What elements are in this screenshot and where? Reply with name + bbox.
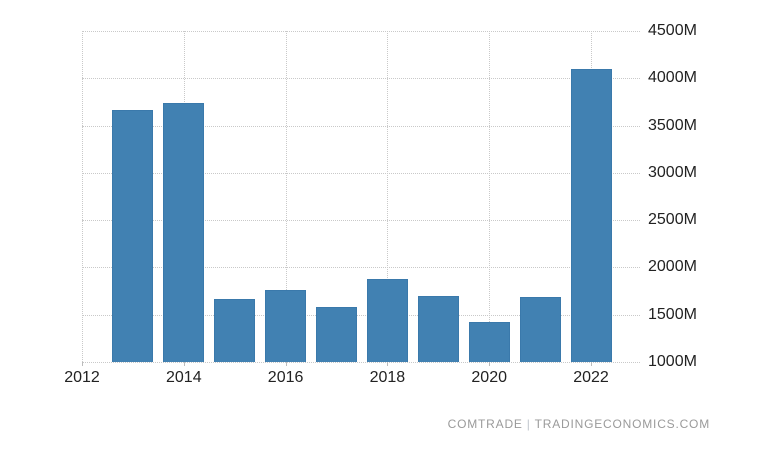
gridline-horizontal <box>82 31 640 32</box>
y-axis-tick-label: 1500M <box>648 305 697 323</box>
x-axis-tick <box>591 362 592 366</box>
x-axis-tick <box>285 362 287 366</box>
x-axis-tick <box>489 362 491 366</box>
y-axis-tick-label: 2000M <box>648 258 697 276</box>
gridline-vertical <box>285 31 287 362</box>
x-axis-tick-label: 2018 <box>369 369 406 386</box>
x-axis-tick-label: 2012 <box>64 369 100 386</box>
x-axis-tick-label: 2014 <box>166 369 202 386</box>
x-axis-tick <box>183 362 185 366</box>
bar-2020[interactable] <box>468 322 510 362</box>
bar-2019[interactable] <box>417 295 459 362</box>
x-axis-tick-label: 2022 <box>573 369 609 386</box>
watermark-site: TRADINGECONOMICS.COM <box>534 417 710 431</box>
gridline-horizontal <box>82 125 640 127</box>
gridline-vertical <box>387 31 389 362</box>
y-axis-tick-label: 1000M <box>648 353 697 370</box>
y-axis-tick-label: 4000M <box>648 69 697 87</box>
gridline-horizontal <box>82 78 640 80</box>
plot-area <box>82 31 640 366</box>
y-axis-tick-label: 2500M <box>648 211 697 229</box>
gridline-vertical <box>489 31 491 362</box>
watermark-separator: | <box>526 417 531 431</box>
bar-2014[interactable] <box>163 102 205 362</box>
watermark: COMTRADE | TRADINGECONOMICS.COM <box>448 417 710 431</box>
gridline-horizontal <box>82 314 640 316</box>
bar-2015[interactable] <box>214 298 256 362</box>
x-axis-tick-label: 2020 <box>471 369 507 386</box>
y-axis-tick-label: 3000M <box>648 163 697 181</box>
y-axis-tick-label: 4500M <box>648 22 697 39</box>
gridline-horizontal <box>82 220 640 222</box>
bar-2016[interactable] <box>265 290 307 362</box>
gridline-vertical <box>82 31 83 362</box>
gridline-horizontal <box>82 267 640 269</box>
bar-2018[interactable] <box>366 278 408 362</box>
gridline-horizontal <box>82 362 640 363</box>
bar-2017[interactable] <box>316 307 357 362</box>
x-axis-tick <box>82 362 83 366</box>
watermark-source: COMTRADE <box>447 417 523 431</box>
x-axis-tick-label: 2016 <box>267 369 304 386</box>
bar-2022[interactable] <box>570 68 612 362</box>
y-axis-tick-label: 3500M <box>648 116 697 134</box>
gridline-horizontal <box>82 172 640 174</box>
bar-2021[interactable] <box>519 296 561 362</box>
bar-2013[interactable] <box>112 109 154 362</box>
x-axis-tick <box>387 362 389 366</box>
